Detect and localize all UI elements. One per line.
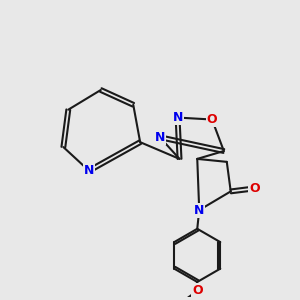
Text: N: N (155, 131, 165, 144)
Text: O: O (207, 113, 217, 126)
Text: N: N (172, 111, 183, 124)
Text: O: O (249, 182, 260, 195)
Text: N: N (194, 204, 204, 217)
Text: O: O (192, 284, 202, 297)
Text: N: N (84, 164, 94, 177)
